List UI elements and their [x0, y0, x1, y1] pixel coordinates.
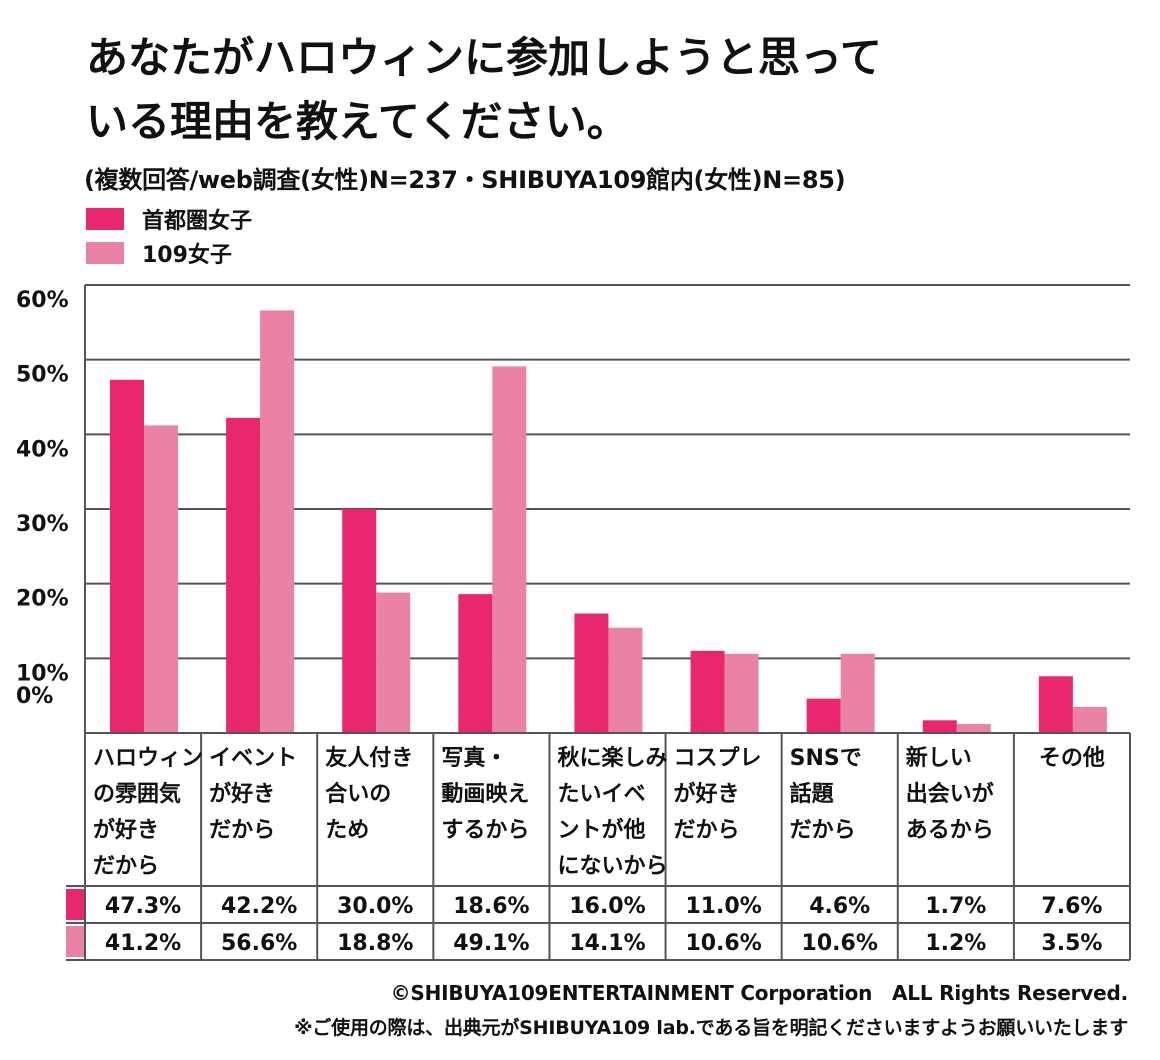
- value-label-s0-c6: 4.6%: [809, 894, 870, 919]
- bar-s1-c4: [608, 627, 643, 733]
- category-label-c0-l0: ハロウィン: [93, 746, 203, 771]
- value-label-s1-c0: 41.2%: [105, 931, 181, 956]
- bar-s0-c6: [806, 698, 841, 733]
- legend-swatch-series-b: [86, 242, 124, 264]
- legend-label-series-b: 109女子: [142, 243, 232, 268]
- value-label-s1-c4: 14.1%: [569, 931, 645, 956]
- category-label-c3-l0: 写真・: [441, 745, 507, 771]
- chart-legend: 首都圏女子 109女子: [86, 202, 252, 270]
- category-label-c1-l1: が好き: [209, 781, 275, 807]
- category-label-c1-l0: イベント: [209, 746, 297, 771]
- bar-s0-c8: [1038, 676, 1073, 733]
- category-label-c6-l2: だから: [790, 818, 856, 843]
- bar-s0-c5: [690, 650, 725, 733]
- bar-s0-c4: [574, 613, 609, 733]
- category-label-c5-l1: が好き: [674, 781, 740, 807]
- table-swatch-series-b: [66, 926, 84, 957]
- category-label-c7-l0: 新しい: [906, 745, 972, 771]
- value-label-s1-c3: 49.1%: [453, 931, 529, 956]
- category-label-c6-l0: SNSで: [790, 746, 862, 771]
- category-label-c6-l1: 話題: [790, 781, 835, 807]
- category-label-c8-l0: その他: [1039, 746, 1105, 771]
- y-tick-label-20: 20%: [16, 587, 69, 612]
- y-tick-label-60: 60%: [16, 288, 69, 313]
- category-label-c2-l2: ため: [325, 818, 369, 843]
- chart-title: あなたがハロウィンに参加しようと思って いる理由を教えてください。: [86, 26, 1126, 154]
- bar-s0-c3: [458, 594, 493, 733]
- value-label-s0-c2: 30.0%: [337, 894, 413, 919]
- bar-chart: 0%10%20%30%40%50%60%ハロウィンの雰囲気が好きだからイベントが…: [16, 284, 1131, 961]
- y-tick-label-40: 40%: [16, 437, 69, 462]
- value-label-s1-c1: 56.6%: [221, 931, 297, 956]
- category-label-c4-l0: 秋に楽しみ: [557, 745, 667, 771]
- bar-s1-c7: [956, 724, 991, 733]
- bar-s1-c2: [376, 592, 411, 733]
- bar-s0-c1: [226, 417, 261, 733]
- value-label-s0-c1: 42.2%: [221, 894, 297, 919]
- bar-s0-c7: [922, 720, 957, 733]
- bar-s0-c0: [110, 379, 144, 733]
- value-label-s0-c4: 16.0%: [569, 894, 645, 919]
- category-label-c5-l2: だから: [674, 818, 740, 843]
- chart-title-line-2: いる理由を教えてください。: [86, 97, 629, 146]
- value-label-s0-c3: 18.6%: [453, 894, 529, 919]
- legend-item-series-b: 109女子: [86, 236, 252, 270]
- category-label-c5-l0: コスプレ: [674, 746, 762, 771]
- bar-s1-c8: [1072, 706, 1107, 733]
- bar-s1-c3: [492, 366, 527, 733]
- value-label-s1-c2: 18.8%: [337, 931, 413, 956]
- category-label-c3-l1: 動画映え: [441, 782, 529, 807]
- value-label-s0-c7: 1.7%: [925, 894, 986, 919]
- legend-label-series-a: 首都圏女子: [142, 209, 253, 234]
- chart-subtitle: (複数回答/web調査(女性)N=237・SHIBUYA109館内(女性)N=8…: [84, 166, 846, 194]
- table-swatch-series-a: [66, 889, 84, 920]
- bar-s1-c6: [840, 653, 875, 733]
- category-label-c7-l1: 出会いが: [906, 781, 994, 807]
- category-label-c0-l2: が好き: [93, 817, 159, 843]
- category-label-c3-l2: するから: [441, 818, 529, 843]
- value-label-s1-c5: 10.6%: [685, 931, 761, 956]
- value-label-s0-c5: 11.0%: [685, 894, 761, 919]
- category-label-c2-l0: 友人付き: [325, 746, 413, 771]
- category-label-c7-l2: あるから: [906, 818, 994, 843]
- chart-title-line-1: あなたがハロウィンに参加しようと思って: [86, 33, 882, 82]
- usage-note: ※ご使用の際は、出典元がSHIBUYA109 lab.である旨を明記くださいます…: [294, 1017, 1128, 1039]
- y-tick-label-50: 50%: [16, 363, 69, 388]
- bar-s1-c5: [724, 653, 759, 733]
- category-label-c0-l1: の雰囲気: [93, 781, 181, 807]
- value-label-s0-c8: 7.6%: [1041, 894, 1102, 919]
- bar-s1-c1: [260, 310, 295, 733]
- category-label-c0-l3: だから: [93, 854, 159, 879]
- y-tick-label-10: 10%: [16, 661, 69, 686]
- y-tick-label-30: 30%: [16, 512, 69, 537]
- legend-item-series-a: 首都圏女子: [86, 202, 252, 236]
- category-label-c4-l1: たいイベ: [557, 782, 645, 807]
- category-label-c4-l2: ントが他: [557, 817, 645, 843]
- copyright-text: ©SHIBUYA109ENTERTAINMENT Corporation ALL…: [390, 981, 1129, 1005]
- value-label-s0-c0: 47.3%: [105, 894, 181, 919]
- y-tick-label-0: 0%: [16, 684, 53, 709]
- value-label-s1-c6: 10.6%: [802, 931, 878, 956]
- value-label-s1-c8: 3.5%: [1041, 931, 1102, 956]
- value-label-s1-c7: 1.2%: [925, 931, 986, 956]
- bar-s0-c2: [342, 509, 377, 733]
- category-label-c1-l2: だから: [209, 818, 275, 843]
- bar-s1-c0: [144, 425, 178, 733]
- category-label-c4-l3: にないから: [557, 854, 667, 879]
- legend-swatch-series-a: [86, 208, 124, 230]
- category-label-c2-l1: 合いの: [325, 781, 391, 807]
